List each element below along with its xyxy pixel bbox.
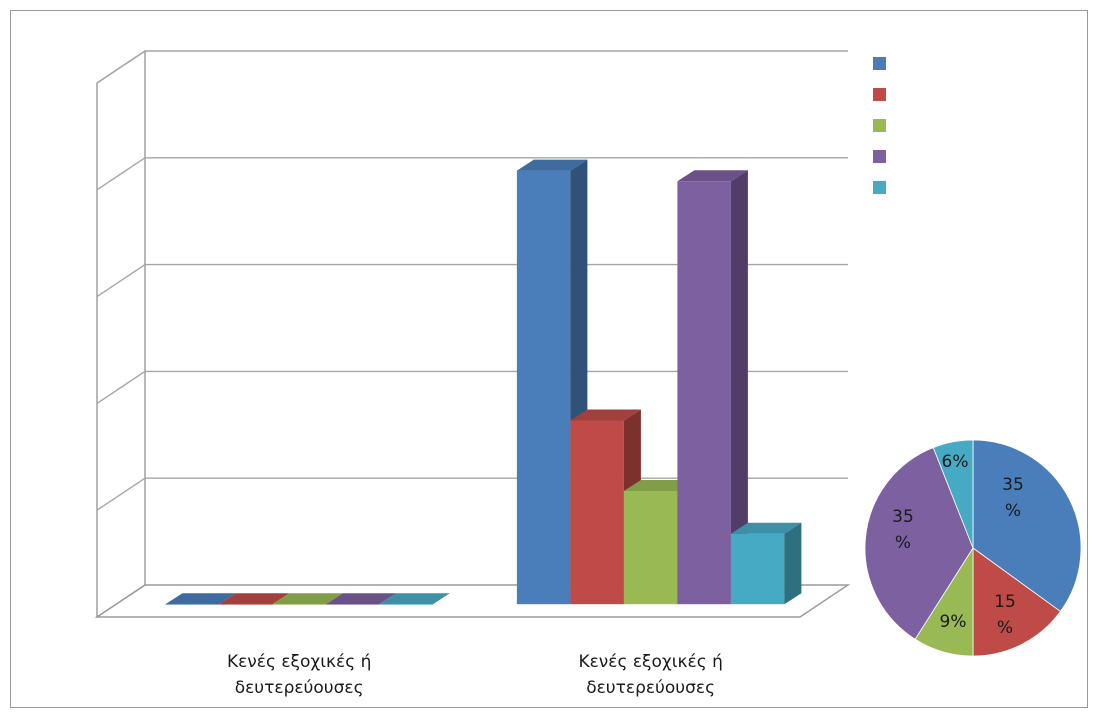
bar-series <box>165 159 802 605</box>
bar-top <box>516 159 588 171</box>
pie-slice-label: 9% <box>940 612 967 632</box>
pie-slice-label-line: 15 <box>994 592 1016 612</box>
x-tick-label: Κενές εξοχικές ή δευτερεύουσες <box>227 652 371 698</box>
legend <box>873 57 886 194</box>
x-tick-label-line: Κενές εξοχικές ή <box>227 652 371 672</box>
bar-side <box>730 170 748 605</box>
pie-slice <box>972 439 1082 613</box>
gridline <box>96 263 848 298</box>
legend-swatch <box>873 181 886 194</box>
bar-top <box>379 593 450 605</box>
bar-top <box>623 479 695 491</box>
floor <box>94 584 851 618</box>
legend-swatch <box>873 88 886 101</box>
bar-top <box>325 593 397 605</box>
bar-front <box>272 604 326 605</box>
bar-top <box>570 409 641 421</box>
pie-chart <box>864 439 1082 657</box>
bar <box>272 593 343 605</box>
bar <box>677 170 748 605</box>
bar-front <box>730 533 785 605</box>
bar-front <box>218 604 273 605</box>
pie-slice-label: 6% <box>942 452 969 472</box>
bar-top <box>730 522 802 534</box>
pie-slice-label-line: 6% <box>942 452 969 472</box>
pie-slice-label-line: % <box>895 533 911 553</box>
chart-frame <box>10 10 1088 708</box>
bar-top <box>272 593 343 605</box>
pie-slice <box>972 547 1061 657</box>
pie-slice <box>864 447 974 640</box>
bar-front <box>570 420 624 605</box>
legend-swatch <box>873 119 886 132</box>
bar-top <box>165 593 236 605</box>
bar <box>165 593 236 605</box>
side-wall <box>96 49 146 619</box>
pie-slice-label: 15% <box>994 592 1016 638</box>
gridline <box>96 157 848 191</box>
bar-front <box>516 170 571 605</box>
gridline <box>96 370 848 404</box>
bar-top <box>218 593 290 605</box>
x-tick-label-line: Κενές εξοχικές ή <box>578 652 722 672</box>
bar <box>379 593 450 605</box>
bar-front <box>379 604 433 605</box>
pie-slice-label-line: % <box>1005 501 1021 521</box>
pie-slice-label: 35% <box>892 507 914 553</box>
bar <box>218 593 290 605</box>
legend-swatch <box>873 57 886 70</box>
bar-front <box>165 604 219 605</box>
pie-labels: 35 %15 %9%35 %6% <box>892 452 1024 638</box>
gridline <box>96 50 848 84</box>
legend-swatch <box>873 150 886 163</box>
x-tick-label: Κενές εξοχικές ή δευτερεύουσες <box>578 652 722 698</box>
pie-slice-label: 35% <box>1002 475 1024 521</box>
bar <box>730 522 802 605</box>
pie-slice-label-line: 9% <box>940 612 967 632</box>
bar-front <box>325 604 380 605</box>
pie-slice-label-line: 35 <box>1002 475 1024 495</box>
pie-slice-label-line: % <box>997 618 1013 638</box>
pie-slice <box>932 439 974 549</box>
bar-front <box>677 181 731 605</box>
x-tick-label-line: δευτερεύουσες <box>586 678 715 698</box>
bar-side <box>784 522 802 605</box>
pie-slice-label-line: 35 <box>892 507 914 527</box>
x-tick-label-line: δευτερεύουσες <box>235 678 364 698</box>
bar <box>325 593 397 605</box>
bar-top <box>677 170 748 182</box>
bar-front <box>623 490 678 605</box>
